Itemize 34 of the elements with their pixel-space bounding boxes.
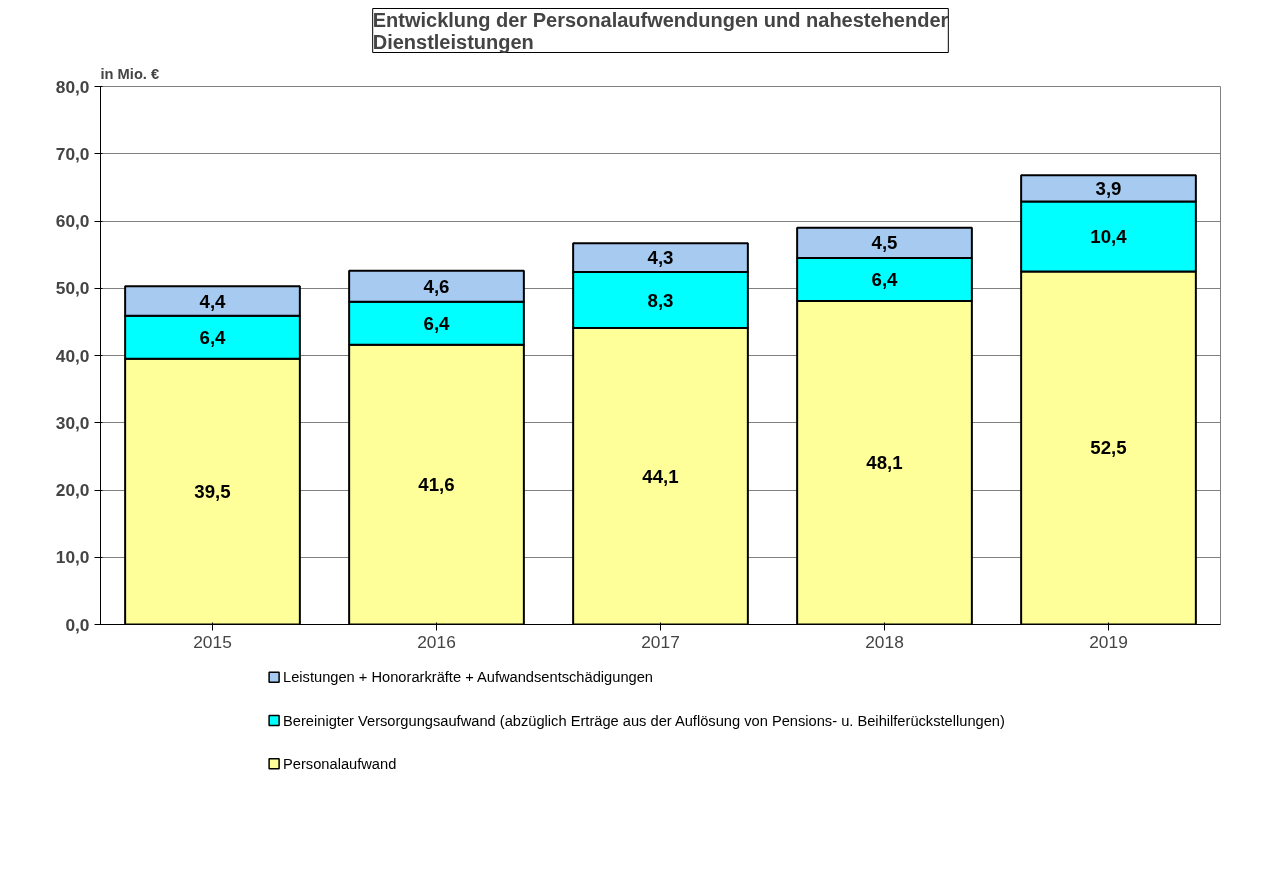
y-tick-label: 50,0 xyxy=(55,278,90,299)
data-label: 6,4 xyxy=(423,312,451,334)
y-tick-label: 40,0 xyxy=(55,345,90,366)
y-tick-label: 70,0 xyxy=(55,143,90,164)
data-label: 4,5 xyxy=(871,232,898,254)
y-tick-label: 80,0 xyxy=(55,76,90,97)
chart-title: Entwicklung der Personalaufwendungen und nahestehender Dienstleistungen xyxy=(372,8,949,53)
data-label: 8,3 xyxy=(647,289,674,311)
data-label: 10,4 xyxy=(1090,225,1128,247)
data-label: 52,5 xyxy=(1090,437,1127,459)
y-tick-label: 60,0 xyxy=(55,211,90,231)
y-tick-label: 20,0 xyxy=(55,480,90,500)
x-tick-label: 2019 xyxy=(1089,631,1128,652)
data-label: 4,3 xyxy=(647,247,674,269)
x-tick-label: 2015 xyxy=(193,631,232,652)
y-tick-label: 30,0 xyxy=(55,412,90,433)
data-label: 6,4 xyxy=(199,326,227,348)
x-tick-label: 2016 xyxy=(417,631,456,652)
data-label: 4,6 xyxy=(423,275,450,297)
legend-label: Leistungen + Honorarkräfte + Aufwandsentschädigungen xyxy=(283,669,653,686)
data-label: 48,1 xyxy=(866,452,903,474)
data-label: 41,6 xyxy=(418,474,455,496)
legend-label: Personalaufwand xyxy=(283,755,397,772)
data-label: 44,1 xyxy=(642,465,679,487)
data-label: 39,5 xyxy=(194,481,231,503)
y-tick-label: 10,0 xyxy=(55,547,90,568)
data-label: 6,4 xyxy=(871,269,899,291)
legend-label: Bereinigter Versorgungsaufwand (abzüglich Erträge aus der Auflösung von Pensions- u. Beihilferückstellungen) xyxy=(283,712,1005,729)
x-tick-label: 2018 xyxy=(865,631,904,652)
y-tick-label: 0,0 xyxy=(65,614,90,635)
data-label: 4,4 xyxy=(199,290,227,312)
y-axis-title: in Mio. € xyxy=(100,65,160,82)
data-label: 3,9 xyxy=(1095,177,1122,199)
x-tick-label: 2017 xyxy=(641,631,680,652)
